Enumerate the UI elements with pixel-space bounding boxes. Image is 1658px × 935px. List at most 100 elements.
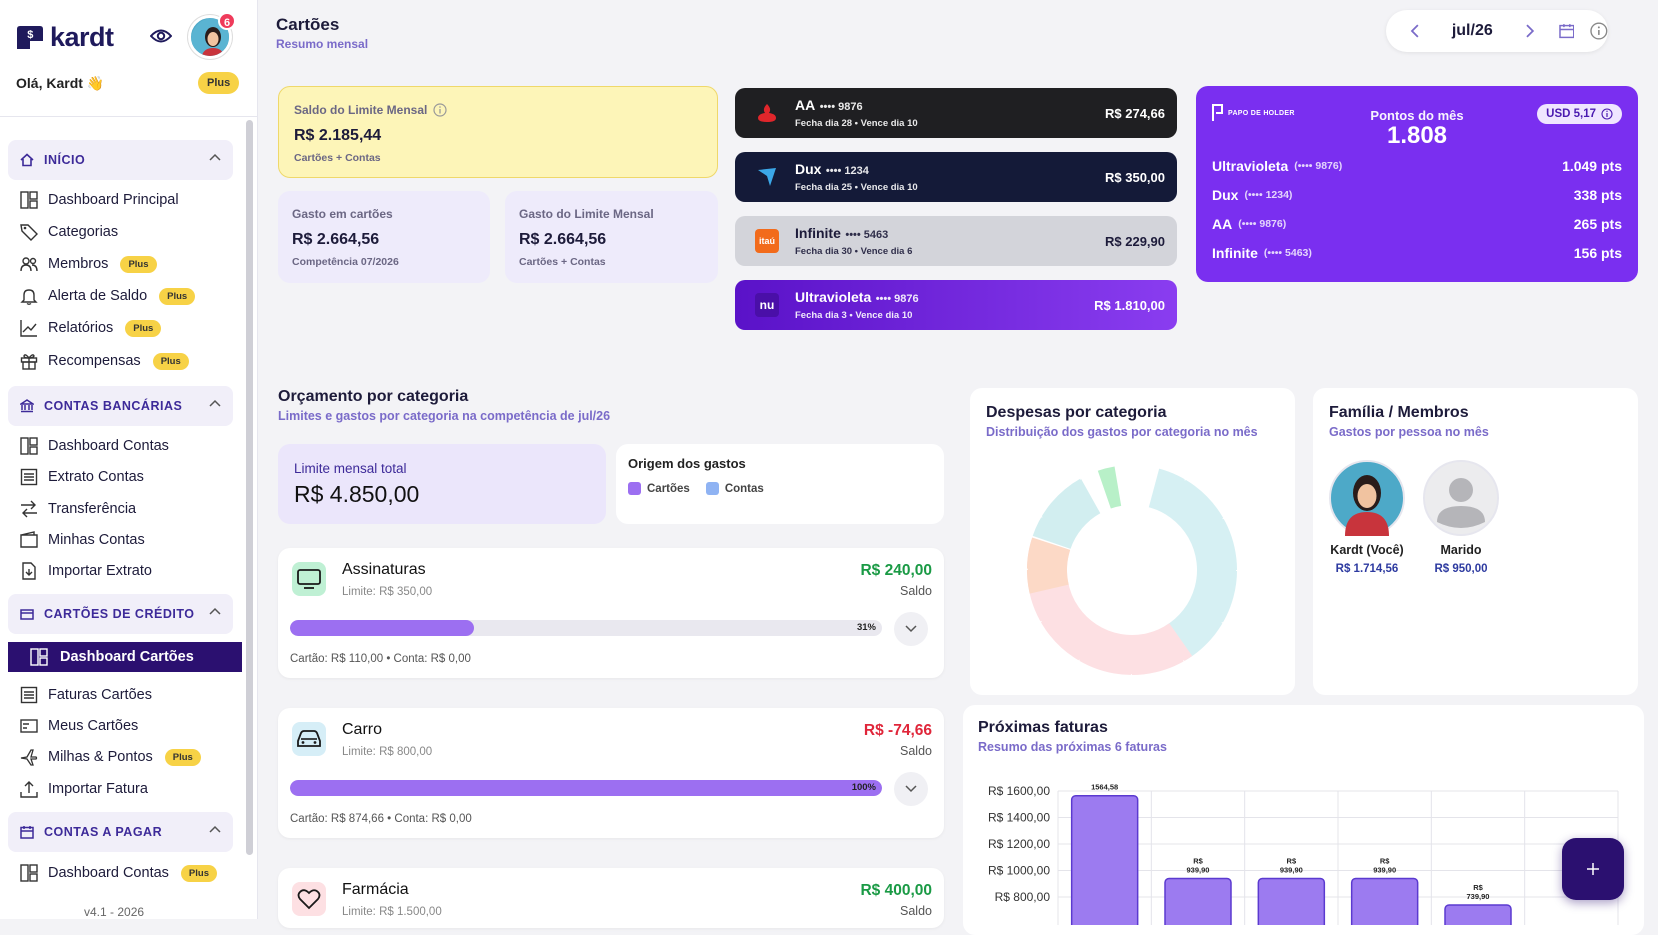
expand-button[interactable] <box>894 612 928 646</box>
usd-badge[interactable]: USD 5,17 <box>1537 104 1622 124</box>
plan-badge[interactable]: Plus <box>198 72 240 94</box>
greeting: Olá, Kardt 👋 <box>16 75 105 91</box>
bar[interactable] <box>1444 904 1512 925</box>
donut-slice[interactable] <box>1027 465 1237 675</box>
sidebar-item-faturas-cartoes[interactable]: Faturas Cartões <box>20 686 152 704</box>
info-icon[interactable] <box>1590 22 1608 40</box>
sidebar-item-relatorios[interactable]: Relatórios Plus <box>20 319 162 337</box>
points-row: Ultravioleta (•••• 9876) 1.049 pts <box>1212 158 1622 174</box>
plane-icon <box>20 749 38 766</box>
bar[interactable] <box>1070 794 1139 925</box>
sidebar-item-milhas-pontos[interactable]: Milhas & Pontos Plus <box>20 748 201 766</box>
gasto-cartoes-value: R$ 2.664,56 <box>292 231 380 248</box>
sidebar-item-recompensas[interactable]: Recompensas Plus <box>20 352 189 370</box>
budget-name: Carro <box>342 721 383 738</box>
gasto-limite-card: Gasto do Limite Mensal R$ 2.664,56 Cartõ… <box>505 191 718 283</box>
saldo-value: R$ 2.185,44 <box>294 127 382 144</box>
bar-data-label: 939,90 <box>1373 865 1396 874</box>
card-aa[interactable]: AA •••• 9876 Fecha dia 28 • Vence dia 10… <box>735 88 1177 138</box>
bar[interactable] <box>1164 877 1232 925</box>
member-marido[interactable]: Marido R$ 950,00 <box>1423 460 1499 575</box>
bar-data-label: R$ <box>1193 856 1203 865</box>
chart-title: Próximas faturas <box>978 719 1108 736</box>
member-kardt[interactable]: Kardt (Você) R$ 1.714,56 <box>1329 460 1405 575</box>
tag-icon <box>20 224 38 241</box>
bradesco-logo-icon <box>755 165 779 189</box>
section-contas-bancarias[interactable]: CONTAS BANCÁRIAS <box>8 386 233 426</box>
sidebar-item-label: Meus Cartões <box>48 718 139 734</box>
page-title: Cartões <box>276 15 340 34</box>
bar[interactable] <box>1350 877 1419 925</box>
calendar-icon <box>20 826 34 839</box>
plus-badge: Plus <box>152 352 189 370</box>
sidebar-item-alerta-saldo[interactable]: Alerta de Saldo Plus <box>20 287 196 305</box>
sidebar-item-dashboard-contas-pagar[interactable]: Dashboard Contas Plus <box>20 864 217 882</box>
dashboard-icon <box>20 864 38 882</box>
donut-slice[interactable] <box>1024 462 1240 678</box>
sidebar-item-dashboard-cartoes[interactable]: Dashboard Cartões <box>8 642 242 672</box>
member-name: Marido <box>1440 543 1482 557</box>
donut-chart <box>1024 462 1240 678</box>
bar-data-label: 939,90 <box>1280 865 1303 874</box>
bell-icon <box>20 289 38 305</box>
sidebar-item-meus-cartoes[interactable]: Meus Cartões <box>20 717 138 735</box>
chevron-right-icon[interactable] <box>1525 24 1535 38</box>
notification-badge[interactable]: 6 <box>218 12 236 30</box>
sidebar-item-importar-extrato[interactable]: Importar Extrato <box>20 562 152 580</box>
sidebar-item-transferencia[interactable]: Transferência <box>20 500 136 518</box>
y-tick-label: R$ 1600,00 <box>988 784 1050 798</box>
bar-data-label: R$ <box>1287 856 1297 865</box>
users-icon <box>20 257 38 272</box>
plus-badge: Plus <box>159 287 196 305</box>
expand-button[interactable] <box>894 772 928 806</box>
card-dux[interactable]: Dux •••• 1234 Fecha dia 25 • Vence dia 1… <box>735 152 1177 202</box>
section-contas-pagar[interactable]: CONTAS A PAGAR <box>8 812 233 852</box>
period-label[interactable]: jul/26 <box>1451 22 1493 39</box>
sidebar-item-label: Membros <box>48 256 109 272</box>
calendar-icon[interactable] <box>1558 23 1575 39</box>
gasto-cartoes-note: Competência 07/2026 <box>292 256 399 268</box>
card-info: Fecha dia 28 • Vence dia 10 <box>795 118 918 129</box>
card-ultravioleta[interactable]: nu Ultravioleta •••• 9876 Fecha dia 3 • … <box>735 280 1177 330</box>
card-name: AA <box>795 97 816 113</box>
bar[interactable] <box>1257 877 1326 925</box>
card-info: Fecha dia 25 • Vence dia 10 <box>795 182 918 193</box>
chevron-up-icon <box>209 153 221 161</box>
partner-logo: PAPO DE HOLDER <box>1212 104 1295 122</box>
chevron-up-icon <box>209 607 221 615</box>
limit-total-value: R$ 4.850,00 <box>294 481 420 507</box>
card-infinite[interactable]: itaú Infinite •••• 5463 Fecha dia 30 • V… <box>735 216 1177 266</box>
sidebar-item-label: Recompensas <box>48 353 141 369</box>
section-label: INÍCIO <box>44 153 86 167</box>
plus-badge: Plus <box>120 255 157 273</box>
invoices-header: Próximas faturas Resumo das próximas 6 f… <box>978 719 1167 754</box>
budget-limit: Limite: R$ 1.500,00 <box>342 906 442 918</box>
section-cartoes-credito[interactable]: CARTÕES DE CRÉDITO <box>8 594 233 634</box>
budget-name: Farmácia <box>342 881 409 898</box>
sidebar-item-dashboard-contas[interactable]: Dashboard Contas <box>20 437 169 455</box>
sidebar-item-minhas-contas[interactable]: Minhas Contas <box>20 531 145 549</box>
sidebar-item-dashboard-principal[interactable]: Dashboard Principal <box>20 191 179 209</box>
gift-icon <box>20 354 38 370</box>
expenses-header: Despesas por categoria Distribuição dos … <box>986 404 1258 439</box>
info-icon[interactable] <box>433 103 447 117</box>
brand-logo[interactable]: $ kardt <box>14 22 114 53</box>
sidebar-item-membros[interactable]: Membros Plus <box>20 255 157 273</box>
budget-saldo: Saldo <box>900 904 932 918</box>
section-inicio[interactable]: INÍCIO <box>8 140 233 180</box>
bar-data-label: 739,90 <box>1467 892 1490 901</box>
chevron-up-icon <box>209 399 221 407</box>
gasto-limite-note: Cartões + Contas <box>519 256 606 268</box>
family-subtitle: Gastos por pessoa no mês <box>1329 425 1489 439</box>
brand-name: kardt <box>50 22 114 52</box>
eye-icon[interactable] <box>150 28 172 44</box>
chevron-left-icon[interactable] <box>1410 24 1420 38</box>
budget-breakdown: Cartão: R$ 110,00 • Conta: R$ 0,00 <box>290 653 471 665</box>
sidebar-item-extrato-contas[interactable]: Extrato Contas <box>20 468 144 486</box>
add-button[interactable] <box>1562 838 1624 900</box>
sidebar-item-importar-fatura[interactable]: Importar Fatura <box>20 780 148 798</box>
sidebar-scrollbar[interactable] <box>246 120 253 855</box>
kardt-logo-icon: $ <box>17 25 43 49</box>
sidebar-item-categorias[interactable]: Categorias <box>20 223 118 241</box>
chevron-up-icon <box>209 825 221 833</box>
